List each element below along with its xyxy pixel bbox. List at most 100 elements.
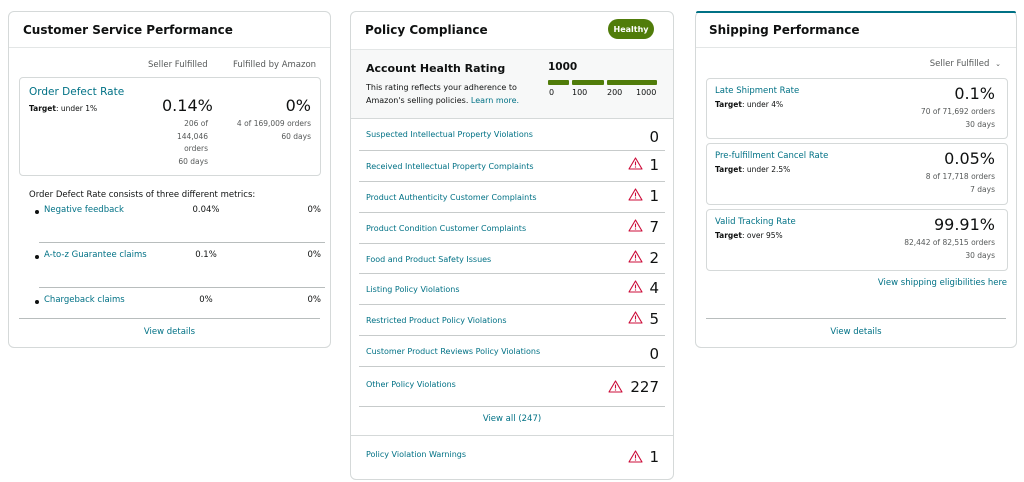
warning-triangle-icon [608, 380, 623, 393]
view-details-link[interactable]: View details [143, 327, 196, 337]
ahr-description: This rating reflects your adherence to A… [366, 83, 520, 105]
ahr-bar-segment [548, 80, 569, 85]
metric-seller-value: 0.04% [192, 205, 220, 215]
policy-violation-link[interactable]: Restricted Product Policy Violations [366, 316, 507, 325]
valid-tracking-rate-link[interactable]: Valid Tracking Rate [715, 217, 796, 227]
shipping-performance-panel: Shipping Performance Seller Fulfilled ⌄ … [695, 11, 1017, 348]
metric-row-negative-feedback: Negative feedback 0.04% 0% [31, 198, 325, 243]
order-defect-rate-link[interactable]: Order Defect Rate [29, 86, 125, 98]
policy-violation-warnings-link[interactable]: Policy Violation Warnings [366, 450, 467, 459]
active-accent-bar [696, 11, 1016, 13]
late-shipment-rate-card: Late Shipment Rate Target: under 4% 0.1%… [706, 78, 1008, 139]
metric-percent: 0.1% [954, 84, 995, 103]
ahr-bar-segment [607, 80, 657, 85]
violation-count: 0 [649, 128, 659, 146]
bullet [35, 210, 39, 214]
column-header-fulfilled-by-amazon: Fulfilled by Amazon [233, 60, 317, 70]
view-all-link[interactable]: View all (247) [482, 414, 542, 424]
odr-target: Target: under 1% [29, 104, 98, 113]
customer-service-performance-panel: Customer Service Performance Seller Fulf… [8, 11, 331, 348]
chargeback-claims-link[interactable]: Chargeback claims [44, 295, 125, 305]
order-defect-rate-card: Order Defect Rate Target: under 1% 0.14%… [19, 77, 321, 176]
divider [359, 304, 665, 305]
policy-violation-row: Food and Product Safety Issues 2 [351, 244, 673, 274]
divider [359, 243, 665, 244]
metric-target: Target: under 2.5% [715, 165, 791, 174]
warning-triangle-icon [628, 450, 643, 463]
divider [359, 181, 665, 182]
metric-amazon-value: 0% [307, 250, 322, 260]
metric-target: Target: under 4% [715, 100, 784, 109]
bullet [35, 255, 39, 259]
policy-violation-link[interactable]: Suspected Intellectual Property Violatio… [366, 130, 533, 139]
ahr-tick: 200 [607, 88, 623, 97]
divider [359, 335, 665, 336]
pre-fulfillment-cancel-rate-link[interactable]: Pre-fulfillment Cancel Rate [715, 151, 829, 161]
metric-amazon-value: 0% [307, 295, 322, 305]
divider [696, 47, 1016, 48]
violation-count: 4 [649, 279, 659, 297]
warning-triangle-icon [628, 311, 643, 324]
policy-violation-link[interactable]: Customer Product Reviews Policy Violatio… [366, 347, 541, 356]
policy-violation-row: Restricted Product Policy Violations 5 [351, 305, 673, 336]
ahr-score: 1000 [548, 61, 578, 73]
panel-title: Shipping Performance [709, 23, 860, 37]
policy-violation-warnings-row: Policy Violation Warnings 1 [351, 436, 673, 480]
policy-violation-link[interactable]: Listing Policy Violations [366, 285, 460, 294]
metric-amazon-value: 0% [307, 205, 322, 215]
divider [39, 287, 325, 288]
metric-target: Target: over 95% [715, 231, 783, 240]
policy-violation-row: Listing Policy Violations 4 [351, 274, 673, 305]
violation-count: 0 [649, 345, 659, 363]
divider [39, 242, 325, 243]
divider [359, 366, 665, 367]
metric-row-chargeback-claims: Chargeback claims 0% 0% [31, 288, 325, 333]
ahr-tick: 1000 [636, 88, 657, 97]
metric-detail: 82,442 of 82,515 orders 30 days [904, 238, 995, 260]
metric-percent: 99.91% [933, 215, 995, 234]
policy-violation-row: Received Intellectual Property Complaint… [351, 151, 673, 182]
policy-violation-row: Suspected Intellectual Property Violatio… [351, 119, 673, 151]
divider [9, 47, 330, 48]
policy-violation-link[interactable]: Other Policy Violations [366, 380, 456, 389]
divider [359, 150, 665, 151]
shipping-eligibilities-link[interactable]: View shipping eligibilities here [877, 278, 1007, 288]
chevron-down-icon: ⌄ [995, 60, 1001, 68]
violation-count: 1 [649, 187, 659, 205]
odr-seller-detail: 206 of 144,046 orders 60 days [176, 119, 208, 166]
valid-tracking-rate-card: Valid Tracking Rate Target: over 95% 99.… [706, 209, 1008, 271]
fulfillment-select[interactable]: Seller Fulfilled ⌄ [929, 59, 1001, 69]
ahr-bar-segment [572, 80, 604, 85]
negative-feedback-link[interactable]: Negative feedback [44, 205, 124, 215]
policy-violation-row: Customer Product Reviews Policy Violatio… [351, 336, 673, 367]
metric-percent: 0.05% [944, 149, 995, 168]
odr-amazon-percent: 0% [285, 96, 311, 115]
metric-detail: 8 of 17,718 orders 7 days [925, 172, 995, 194]
learn-more-link[interactable]: Learn more. [470, 95, 520, 105]
column-header-seller-fulfilled: Seller Fulfilled [148, 60, 208, 70]
bullet [35, 300, 39, 304]
pre-fulfillment-cancel-rate-card: Pre-fulfillment Cancel Rate Target: unde… [706, 143, 1008, 205]
warning-triangle-icon [628, 280, 643, 293]
policy-violation-link[interactable]: Product Condition Customer Complaints [366, 224, 527, 233]
divider [706, 318, 1006, 319]
violation-count: 1 [649, 156, 659, 174]
policy-violation-link[interactable]: Food and Product Safety Issues [366, 255, 492, 264]
violation-count: 1 [649, 448, 659, 466]
policy-violation-link[interactable]: Received Intellectual Property Complaint… [366, 162, 534, 171]
divider [351, 435, 673, 436]
view-details-link[interactable]: View details [830, 327, 882, 337]
panel-title: Policy Compliance [365, 23, 488, 37]
odr-amazon-detail: 4 of 169,009 orders 60 days [236, 119, 311, 141]
policy-violation-row: Product Authenticity Customer Complaints… [351, 182, 673, 213]
policy-violation-link[interactable]: Product Authenticity Customer Complaints [366, 193, 537, 202]
metric-seller-value: 0% [199, 295, 213, 305]
divider [19, 318, 320, 319]
policy-violation-row: Product Condition Customer Complaints 7 [351, 213, 673, 244]
violation-count: 7 [649, 218, 659, 236]
warning-triangle-icon [628, 188, 643, 201]
a-to-z-claims-link[interactable]: A-to-z Guarantee claims [44, 250, 147, 260]
late-shipment-rate-link[interactable]: Late Shipment Rate [715, 86, 800, 96]
panel-title: Customer Service Performance [23, 23, 233, 37]
divider [359, 273, 665, 274]
